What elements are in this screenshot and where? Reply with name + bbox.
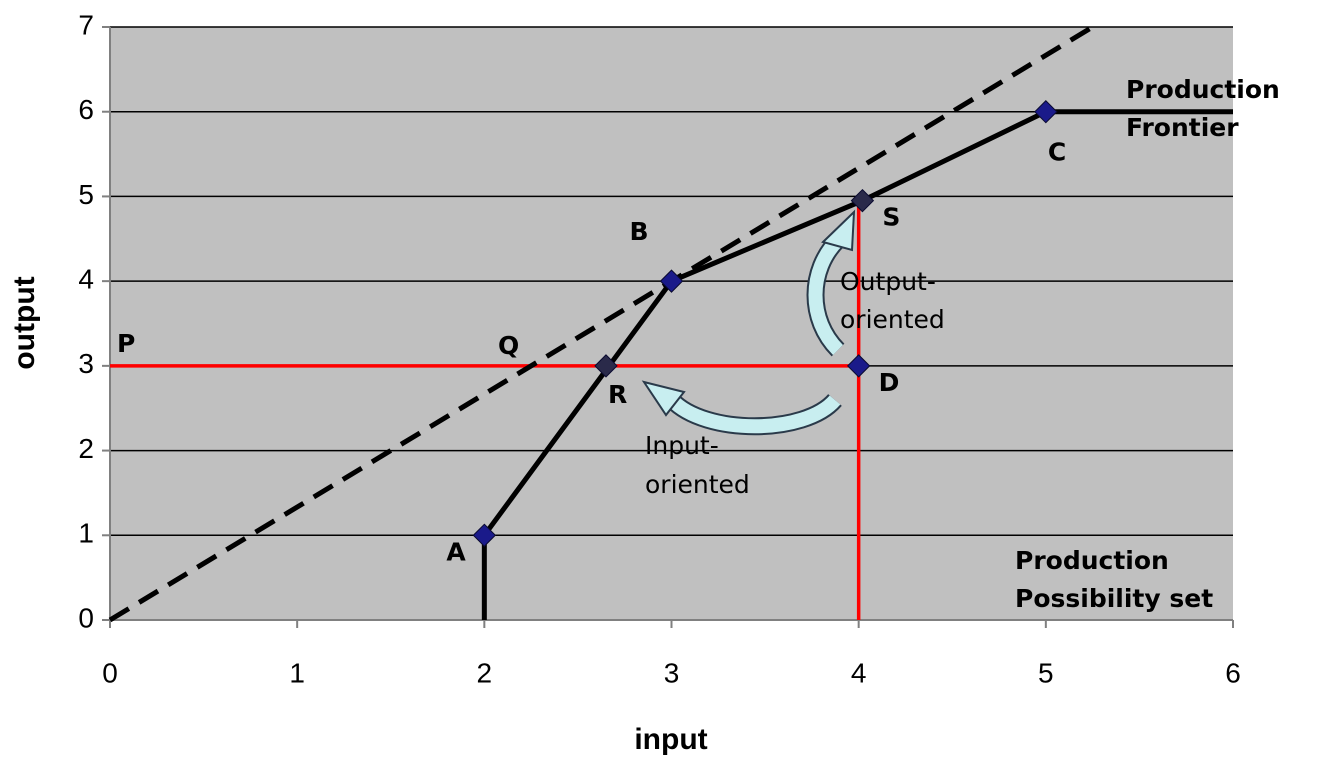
point <box>846 354 871 378</box>
x-axis-title: input <box>634 723 707 756</box>
annotation: oriented <box>840 305 945 334</box>
series-line <box>108 24 1094 623</box>
y-tick-label: 0 <box>78 602 94 633</box>
input-arrow <box>641 380 842 436</box>
point <box>659 269 684 293</box>
x-tick-label: 3 <box>664 657 680 688</box>
annotation: Input- <box>645 431 719 460</box>
point <box>1034 100 1058 124</box>
annotation: Output- <box>840 267 936 296</box>
annotation: oriented <box>645 470 750 499</box>
plot-area <box>110 27 1233 620</box>
y-tick-label: 7 <box>78 9 94 40</box>
x-tick-label: 4 <box>851 657 867 688</box>
annotation: Frontier <box>1126 113 1239 142</box>
point-label: P <box>117 329 135 358</box>
point-label: B <box>630 217 649 246</box>
annotation: Production <box>1015 546 1169 575</box>
y-tick-label: 3 <box>78 348 94 379</box>
x-tick-label: 2 <box>477 657 493 688</box>
point-label: C <box>1048 138 1066 167</box>
x-tick-label: 1 <box>289 657 305 688</box>
y-axis-title: output <box>8 276 41 369</box>
annotation: Possibility set <box>1015 584 1213 613</box>
point-label: A <box>446 537 466 566</box>
y-tick-label: 5 <box>78 179 94 210</box>
point-label: S <box>882 203 900 232</box>
point <box>850 188 875 213</box>
x-tick-label: 6 <box>1225 657 1241 688</box>
y-tick-label: 6 <box>78 94 94 125</box>
output-arrow <box>806 209 856 357</box>
point-label: D <box>879 368 900 397</box>
series-line <box>481 109 1233 620</box>
point-label: R <box>608 380 627 409</box>
x-tick-label: 5 <box>1038 657 1054 688</box>
point-label: Q <box>498 331 519 360</box>
x-tick-label: 0 <box>102 657 118 688</box>
y-tick-label: 1 <box>78 518 94 549</box>
point <box>594 354 618 378</box>
point <box>472 523 497 547</box>
y-tick-label: 2 <box>78 433 94 464</box>
annotation: Production <box>1126 75 1280 104</box>
y-tick-label: 4 <box>78 264 94 295</box>
